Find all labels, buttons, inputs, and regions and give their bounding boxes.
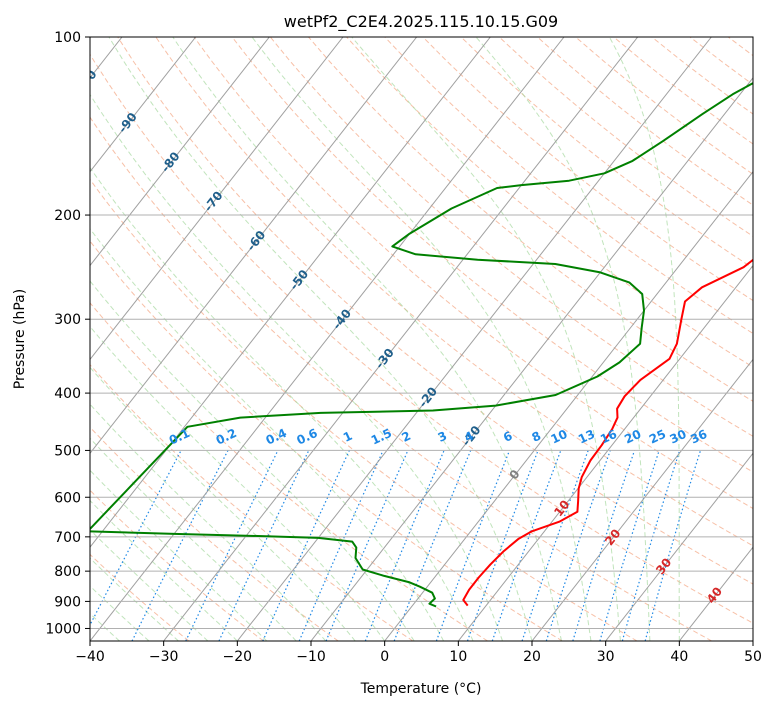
isotherm-line [457, 264, 753, 641]
moist-adiabat-line [90, 166, 474, 641]
mixing-ratio-label: 36 [688, 427, 709, 447]
moist-adiabat-line [90, 93, 503, 641]
isotherm-line [90, 37, 344, 361]
moist-adiabat-line [475, 37, 651, 641]
mixing-ratio-line [364, 450, 445, 641]
x-tick-label: 50 [744, 649, 762, 665]
moist-adiabat-line [108, 37, 533, 641]
x-tick-label: 40 [670, 649, 688, 665]
mixing-ratio-line [572, 450, 636, 641]
mixing-ratio-label: 16 [598, 427, 619, 447]
dry-adiabat-line [90, 553, 190, 641]
isotherm-line [605, 452, 753, 641]
dry-adiabat-line [90, 240, 563, 641]
dry-adiabat-line [117, 37, 753, 585]
x-tick-label: 10 [449, 649, 467, 665]
plot-frame [89, 36, 754, 642]
moist-adiabats [90, 37, 680, 641]
isotherms [90, 37, 753, 641]
x-tick-label: −20 [223, 649, 253, 665]
y-tick-label: 400 [54, 386, 81, 402]
dewpoint-profile [90, 81, 753, 608]
mixing-ratio-label: 10 [549, 427, 570, 447]
mixing-ratio-line [521, 450, 589, 641]
isotherm-line [163, 37, 639, 641]
mixing-ratio-line [491, 450, 562, 641]
y-tick-label: 600 [54, 490, 81, 506]
mixing-ratio-line [599, 450, 660, 641]
temperature-profile [462, 258, 753, 607]
moist-adiabat-line [90, 227, 445, 641]
x-tick-label: −30 [149, 649, 179, 665]
moist-adiabat-line [251, 37, 592, 641]
moist-adiabat-line [608, 37, 680, 641]
dry-adiabat-line [90, 302, 488, 641]
isotherm-line [384, 170, 753, 641]
dry-adiabat-line [155, 37, 753, 547]
y-tick-label: 700 [54, 530, 81, 546]
isotherm-line [90, 37, 491, 548]
x-axis-label: Temperature (°C) [360, 681, 482, 697]
isotherm-line [90, 37, 565, 641]
mixing-ratio-line [262, 450, 350, 641]
dry-adiabat-line [90, 178, 638, 641]
y-axis-label: Pressure (hPa) [12, 289, 28, 389]
x-tick-label: 30 [597, 649, 615, 665]
y-tick-label: 1000 [45, 621, 81, 637]
pressure-gridlines [90, 37, 753, 629]
x-tick-label: −40 [75, 649, 105, 665]
y-tick-label: 100 [54, 30, 81, 46]
y-tick-label: 500 [54, 443, 81, 459]
y-axis-ticks: 100 200 300 400 500 600 700 800 900 1000 [45, 30, 90, 637]
x-tick-label: −10 [296, 649, 326, 665]
x-tick-label: 20 [523, 649, 541, 665]
moist-adiabat-line [90, 403, 327, 641]
dry-adiabat-line [308, 37, 753, 402]
profiles [90, 81, 753, 608]
y-tick-label: 900 [54, 594, 81, 610]
dry-adiabat-line [231, 37, 753, 473]
dry-adiabat-line [90, 489, 264, 641]
mixing-ratio-line [621, 450, 681, 641]
y-tick-label: 800 [54, 564, 81, 580]
isotherm-line [310, 76, 753, 641]
isotherm-line [531, 358, 753, 641]
chart-title: wetPf2_C2E4.2025.115.10.15.G09 [284, 12, 558, 32]
moist-adiabat-line [90, 469, 268, 641]
isotherm-line [90, 37, 197, 173]
mixing-ratio-line [466, 450, 539, 641]
dry-adiabat-line [90, 426, 339, 641]
mixing-ratio-line [435, 450, 511, 641]
moist-adiabat-line [351, 37, 621, 641]
y-tick-label: 200 [54, 208, 81, 224]
mixing-ratio-label: 25 [647, 427, 668, 447]
mixing-ratio-line [545, 450, 611, 641]
isotherm-line [236, 37, 712, 641]
moist-adiabat-line [90, 437, 297, 641]
moist-adiabat-line [172, 37, 562, 641]
dry-adiabat-line [90, 364, 414, 641]
x-tick-label: 0 [380, 649, 389, 665]
mixing-ratio-line [298, 450, 384, 641]
isotherm-line [90, 37, 418, 455]
x-axis-ticks: −40 −30 −20 −10 0 10 20 30 40 50 [75, 641, 762, 665]
dry-adiabat-line [193, 37, 753, 510]
isotherm-line [90, 37, 270, 267]
moist-adiabat-line [90, 325, 386, 641]
y-tick-label: 300 [54, 312, 81, 328]
mixing-ratio-label: 20 [622, 427, 643, 447]
dry-adiabat-line [90, 116, 712, 641]
mixing-ratio-label: 30 [667, 427, 688, 447]
mixing-ratio-label: 13 [576, 427, 597, 447]
